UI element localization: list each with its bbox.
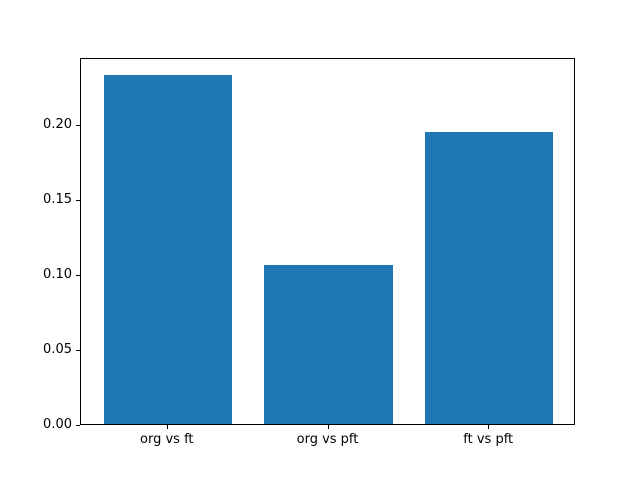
bar-org-vs-ft [103,74,233,424]
y-tick-mark [76,425,80,426]
plot-area [80,58,575,425]
y-tick-label: 0.05 [43,342,72,357]
y-tick-mark [76,125,80,127]
x-tick-mark [488,425,490,429]
bar-ft-vs-pft [424,131,554,424]
x-tick-mark [327,425,329,429]
x-tick-label: org vs ft [140,432,194,447]
y-tick-label: 0.20 [43,117,72,133]
bar-org-vs-pft [264,265,393,424]
y-tick-label: 0.15 [43,192,72,208]
y-tick-mark [76,350,80,351]
y-tick-mark [76,200,80,202]
y-tick-mark [76,275,80,277]
y-tick-label: 0.00 [43,417,72,432]
x-tick-label: org vs pft [296,432,359,447]
x-tick-mark [166,425,168,429]
y-tick-label: 0.10 [43,267,72,283]
x-tick-label: ft vs pft [463,432,514,447]
